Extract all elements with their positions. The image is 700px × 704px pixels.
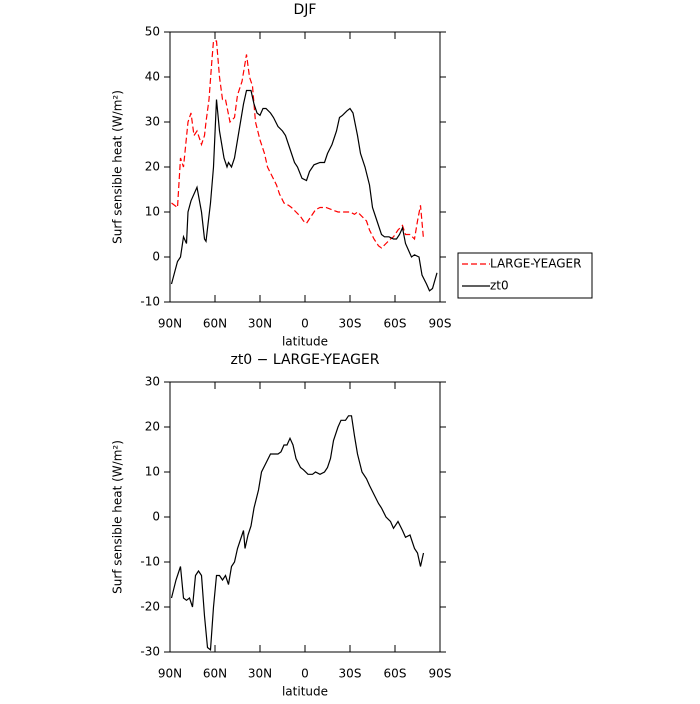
x-axis-label: latitude xyxy=(282,685,328,699)
y-tick-label: 0 xyxy=(152,510,160,524)
y-tick-label: 30 xyxy=(145,115,160,129)
y-tick-label: 30 xyxy=(145,375,160,389)
y-tick-label: 10 xyxy=(145,205,160,219)
y-tick-label: -10 xyxy=(140,295,160,309)
y-tick-label: -30 xyxy=(140,645,160,659)
series-line xyxy=(170,89,438,292)
x-tick-label: 90N xyxy=(158,317,182,331)
plot-frame xyxy=(169,381,441,653)
x-tick-label: 30S xyxy=(339,317,362,331)
x-tick-label: 60S xyxy=(384,317,407,331)
chart-title: zt0 − LARGE-YEAGER xyxy=(230,352,379,368)
legend-box xyxy=(457,252,593,299)
x-axis-label: latitude xyxy=(282,335,328,349)
chart-title: DJF xyxy=(294,2,317,18)
x-tick-label: 90S xyxy=(429,317,452,331)
x-tick-label: 0 xyxy=(301,317,309,331)
y-tick-label: 40 xyxy=(145,70,160,84)
y-tick-label: -20 xyxy=(140,600,160,614)
x-tick-label: 90N xyxy=(158,667,182,681)
y-tick-label: 20 xyxy=(145,160,160,174)
y-axis-label: Surf sensible heat (W/m²) xyxy=(111,440,125,594)
x-tick-label: 60N xyxy=(203,317,227,331)
y-tick-label: 50 xyxy=(145,25,160,39)
y-axis-label: Surf sensible heat (W/m²) xyxy=(111,90,125,244)
x-tick-label: 60N xyxy=(203,667,227,681)
y-tick-label: -10 xyxy=(140,555,160,569)
x-tick-label: 30N xyxy=(248,667,272,681)
x-tick-label: 30N xyxy=(248,317,272,331)
y-tick-label: 20 xyxy=(145,420,160,434)
x-tick-label: 30S xyxy=(339,667,362,681)
x-tick-label: 0 xyxy=(301,667,309,681)
legend-label: zt0 xyxy=(490,279,509,293)
y-tick-label: 10 xyxy=(145,465,160,479)
series-line xyxy=(170,415,425,651)
legend-label: LARGE-YEAGER xyxy=(490,257,581,271)
x-tick-label: 60S xyxy=(384,667,407,681)
x-tick-label: 90S xyxy=(429,667,452,681)
y-tick-label: 0 xyxy=(152,250,160,264)
